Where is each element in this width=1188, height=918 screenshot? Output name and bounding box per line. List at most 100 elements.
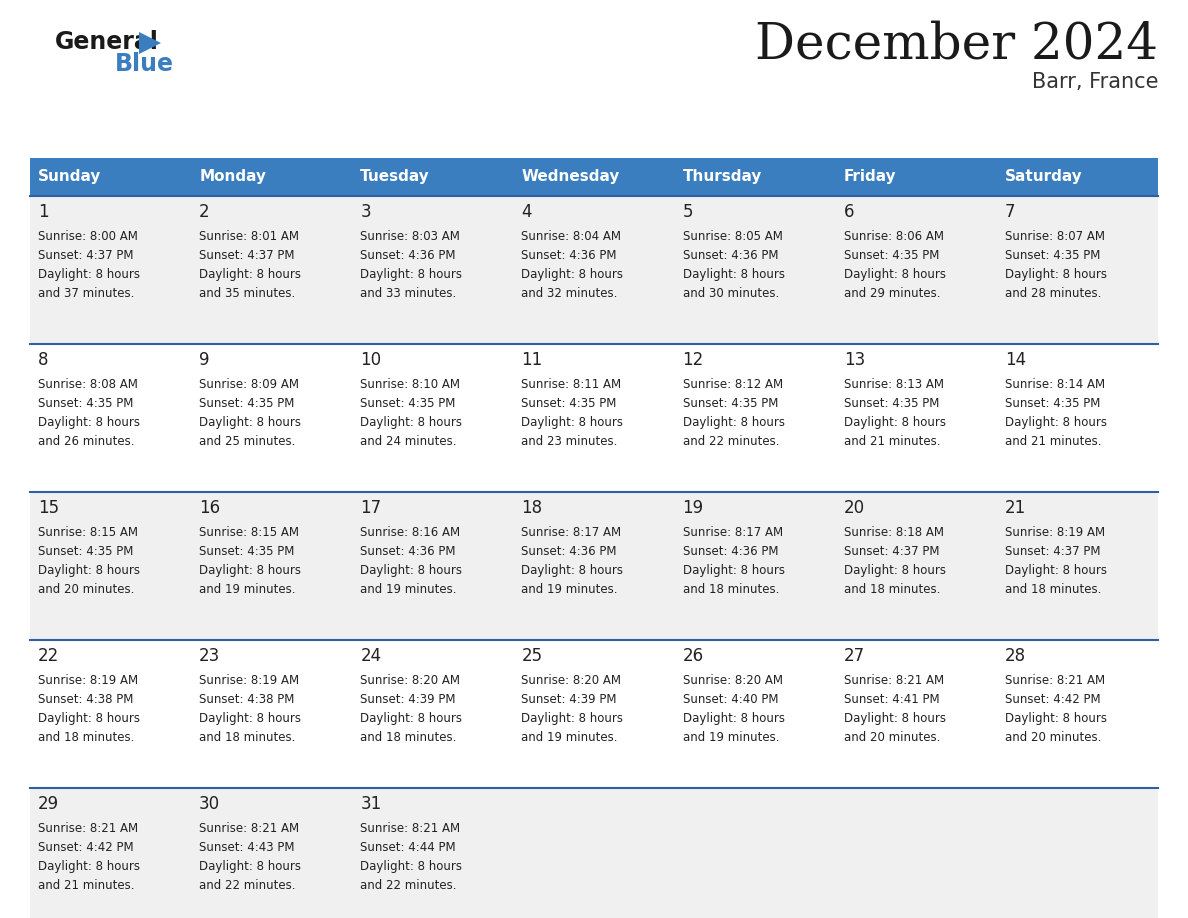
Bar <box>30 196 1158 344</box>
Text: Sunrise: 8:17 AM: Sunrise: 8:17 AM <box>683 526 783 539</box>
Text: Sunrise: 8:19 AM: Sunrise: 8:19 AM <box>38 674 138 687</box>
Text: 14: 14 <box>1005 351 1026 369</box>
Text: Sunrise: 8:21 AM: Sunrise: 8:21 AM <box>200 822 299 835</box>
Text: and 22 minutes.: and 22 minutes. <box>683 435 779 448</box>
Text: Sunrise: 8:01 AM: Sunrise: 8:01 AM <box>200 230 299 243</box>
Text: and 18 minutes.: and 18 minutes. <box>843 583 940 596</box>
Text: Daylight: 8 hours: Daylight: 8 hours <box>360 416 462 429</box>
Text: Daylight: 8 hours: Daylight: 8 hours <box>38 712 140 725</box>
Text: Sunrise: 8:19 AM: Sunrise: 8:19 AM <box>200 674 299 687</box>
Text: and 23 minutes.: and 23 minutes. <box>522 435 618 448</box>
Text: and 20 minutes.: and 20 minutes. <box>38 583 134 596</box>
Text: and 18 minutes.: and 18 minutes. <box>38 731 134 744</box>
Text: and 20 minutes.: and 20 minutes. <box>1005 731 1101 744</box>
Text: Daylight: 8 hours: Daylight: 8 hours <box>360 712 462 725</box>
Text: 11: 11 <box>522 351 543 369</box>
Text: 15: 15 <box>38 499 59 517</box>
Text: Daylight: 8 hours: Daylight: 8 hours <box>360 860 462 873</box>
Text: 27: 27 <box>843 647 865 665</box>
Text: Daylight: 8 hours: Daylight: 8 hours <box>683 712 784 725</box>
Text: 26: 26 <box>683 647 703 665</box>
Text: Sunset: 4:42 PM: Sunset: 4:42 PM <box>1005 693 1100 706</box>
Text: Daylight: 8 hours: Daylight: 8 hours <box>522 564 624 577</box>
Text: Sunset: 4:35 PM: Sunset: 4:35 PM <box>843 397 939 410</box>
Text: Sunrise: 8:20 AM: Sunrise: 8:20 AM <box>360 674 460 687</box>
Text: Daylight: 8 hours: Daylight: 8 hours <box>843 564 946 577</box>
Text: Daylight: 8 hours: Daylight: 8 hours <box>38 416 140 429</box>
Text: Sunset: 4:36 PM: Sunset: 4:36 PM <box>360 249 456 262</box>
Text: Sunset: 4:35 PM: Sunset: 4:35 PM <box>360 397 456 410</box>
Text: Sunset: 4:35 PM: Sunset: 4:35 PM <box>38 545 133 558</box>
Text: Sunset: 4:35 PM: Sunset: 4:35 PM <box>200 545 295 558</box>
Text: Monday: Monday <box>200 170 266 185</box>
Bar <box>30 492 1158 640</box>
Text: and 19 minutes.: and 19 minutes. <box>200 583 296 596</box>
Text: Sunrise: 8:17 AM: Sunrise: 8:17 AM <box>522 526 621 539</box>
Text: and 19 minutes.: and 19 minutes. <box>522 731 618 744</box>
Text: Sunset: 4:35 PM: Sunset: 4:35 PM <box>522 397 617 410</box>
Text: Sunrise: 8:07 AM: Sunrise: 8:07 AM <box>1005 230 1105 243</box>
Text: 28: 28 <box>1005 647 1026 665</box>
Text: Daylight: 8 hours: Daylight: 8 hours <box>200 712 301 725</box>
Text: 3: 3 <box>360 203 371 221</box>
Text: and 18 minutes.: and 18 minutes. <box>683 583 779 596</box>
Text: Barr, France: Barr, France <box>1031 72 1158 92</box>
Text: Sunset: 4:44 PM: Sunset: 4:44 PM <box>360 841 456 854</box>
Text: Daylight: 8 hours: Daylight: 8 hours <box>200 268 301 281</box>
Text: Sunset: 4:43 PM: Sunset: 4:43 PM <box>200 841 295 854</box>
Text: Sunset: 4:37 PM: Sunset: 4:37 PM <box>200 249 295 262</box>
Text: 4: 4 <box>522 203 532 221</box>
Text: 21: 21 <box>1005 499 1026 517</box>
Text: 20: 20 <box>843 499 865 517</box>
Text: and 18 minutes.: and 18 minutes. <box>360 731 456 744</box>
Text: 29: 29 <box>38 795 59 813</box>
Text: Sunrise: 8:15 AM: Sunrise: 8:15 AM <box>38 526 138 539</box>
Text: Sunset: 4:35 PM: Sunset: 4:35 PM <box>1005 249 1100 262</box>
Text: Sunrise: 8:10 AM: Sunrise: 8:10 AM <box>360 378 460 391</box>
Text: 30: 30 <box>200 795 220 813</box>
Text: Sunrise: 8:00 AM: Sunrise: 8:00 AM <box>38 230 138 243</box>
Text: 19: 19 <box>683 499 703 517</box>
Text: and 22 minutes.: and 22 minutes. <box>200 879 296 892</box>
Text: 25: 25 <box>522 647 543 665</box>
Text: Sunrise: 8:18 AM: Sunrise: 8:18 AM <box>843 526 943 539</box>
Text: Daylight: 8 hours: Daylight: 8 hours <box>38 564 140 577</box>
Text: Sunset: 4:36 PM: Sunset: 4:36 PM <box>683 249 778 262</box>
Text: and 19 minutes.: and 19 minutes. <box>683 731 779 744</box>
Text: and 33 minutes.: and 33 minutes. <box>360 287 456 300</box>
Text: and 20 minutes.: and 20 minutes. <box>843 731 940 744</box>
Text: December 2024: December 2024 <box>756 20 1158 70</box>
Text: Sunset: 4:35 PM: Sunset: 4:35 PM <box>38 397 133 410</box>
Text: Daylight: 8 hours: Daylight: 8 hours <box>843 268 946 281</box>
Text: 12: 12 <box>683 351 703 369</box>
Text: 8: 8 <box>38 351 49 369</box>
Text: Daylight: 8 hours: Daylight: 8 hours <box>522 268 624 281</box>
Text: Sunset: 4:42 PM: Sunset: 4:42 PM <box>38 841 133 854</box>
Text: Sunset: 4:39 PM: Sunset: 4:39 PM <box>522 693 617 706</box>
Text: Sunrise: 8:21 AM: Sunrise: 8:21 AM <box>843 674 943 687</box>
Text: 31: 31 <box>360 795 381 813</box>
Text: Sunrise: 8:03 AM: Sunrise: 8:03 AM <box>360 230 460 243</box>
Text: 10: 10 <box>360 351 381 369</box>
Text: 2: 2 <box>200 203 210 221</box>
Text: Daylight: 8 hours: Daylight: 8 hours <box>1005 268 1107 281</box>
Text: Daylight: 8 hours: Daylight: 8 hours <box>1005 712 1107 725</box>
Text: Sunset: 4:40 PM: Sunset: 4:40 PM <box>683 693 778 706</box>
Bar <box>30 640 1158 788</box>
Text: 13: 13 <box>843 351 865 369</box>
Text: Sunrise: 8:20 AM: Sunrise: 8:20 AM <box>522 674 621 687</box>
Text: 22: 22 <box>38 647 59 665</box>
Text: Sunrise: 8:09 AM: Sunrise: 8:09 AM <box>200 378 299 391</box>
Text: and 24 minutes.: and 24 minutes. <box>360 435 456 448</box>
Text: Sunrise: 8:19 AM: Sunrise: 8:19 AM <box>1005 526 1105 539</box>
Text: Sunset: 4:35 PM: Sunset: 4:35 PM <box>200 397 295 410</box>
Text: and 21 minutes.: and 21 minutes. <box>1005 435 1101 448</box>
Text: and 30 minutes.: and 30 minutes. <box>683 287 779 300</box>
Text: Daylight: 8 hours: Daylight: 8 hours <box>683 564 784 577</box>
Text: Saturday: Saturday <box>1005 170 1082 185</box>
Text: and 28 minutes.: and 28 minutes. <box>1005 287 1101 300</box>
Text: Sunday: Sunday <box>38 170 101 185</box>
Text: Daylight: 8 hours: Daylight: 8 hours <box>683 268 784 281</box>
Text: Daylight: 8 hours: Daylight: 8 hours <box>200 860 301 873</box>
Text: Sunset: 4:37 PM: Sunset: 4:37 PM <box>38 249 133 262</box>
